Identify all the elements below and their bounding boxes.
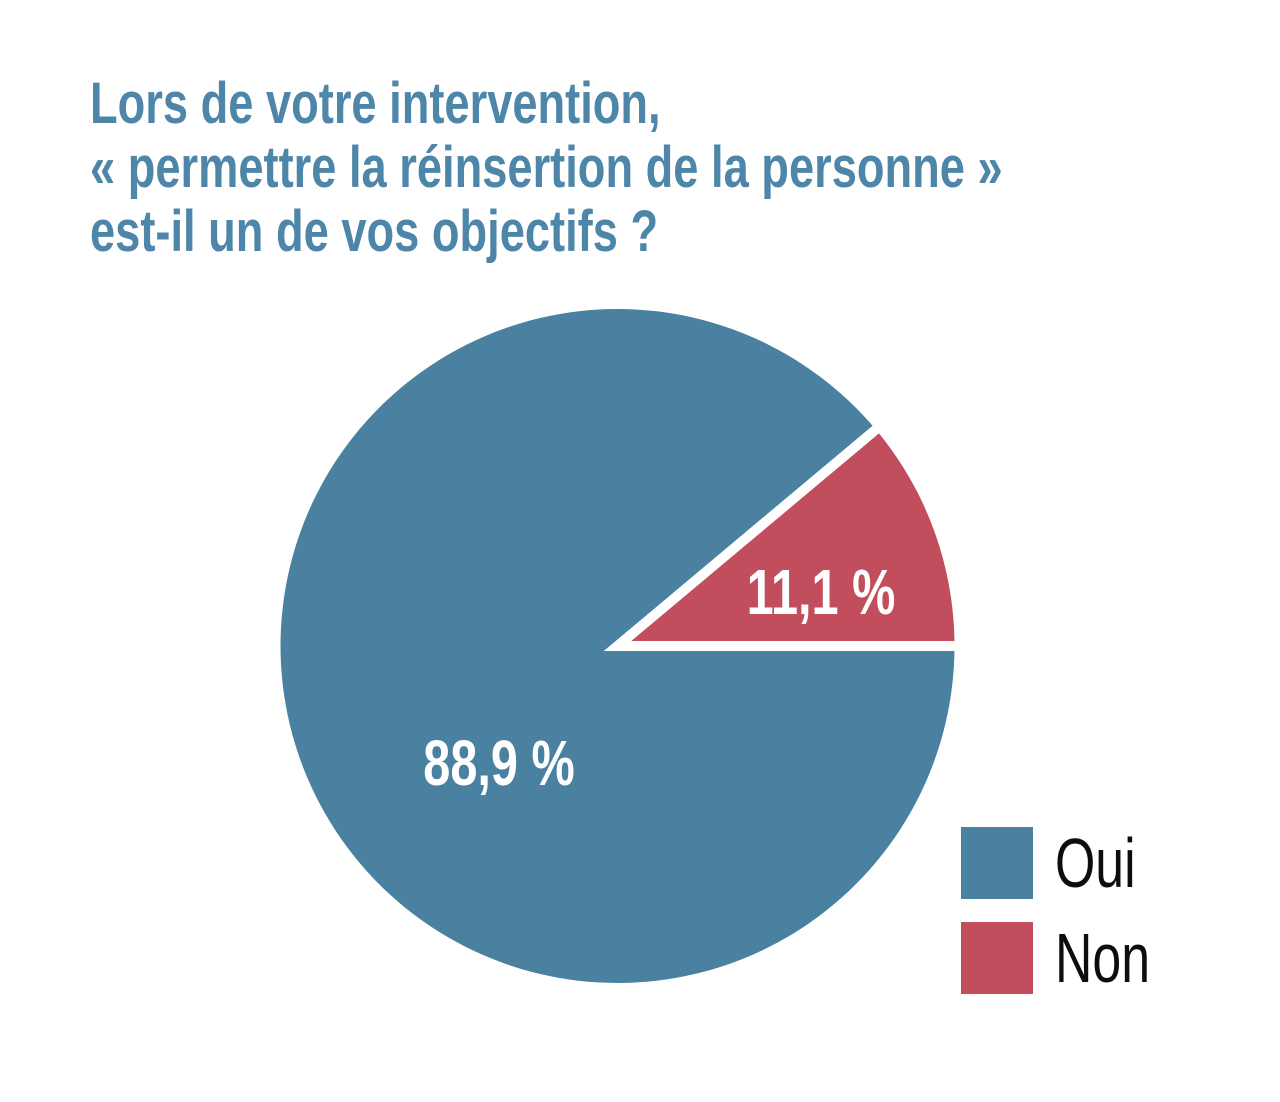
chart-title: Lors de votre intervention, « permettre … [90,72,1003,264]
pie-slice-non [617,429,955,646]
legend: Oui Non [961,827,1183,1017]
pie-label-non: 11,1 % [746,556,896,628]
slice-separator [603,420,963,651]
legend-item-oui: Oui [961,827,1183,899]
legend-label-oui: Oui [1055,824,1136,902]
pie-label-oui: 88,9 % [423,727,575,799]
legend-item-non: Non [961,922,1183,994]
chart-title-line-3: est-il un de vos objectifs ? [90,199,659,264]
chart-title-line-1: Lors de votre intervention, [90,71,661,136]
legend-label-non: Non [1055,919,1151,997]
legend-swatch-non [961,922,1033,994]
legend-swatch-oui [961,827,1033,899]
chart-title-line-2: « permettre la réinsertion de la personn… [90,135,1003,200]
